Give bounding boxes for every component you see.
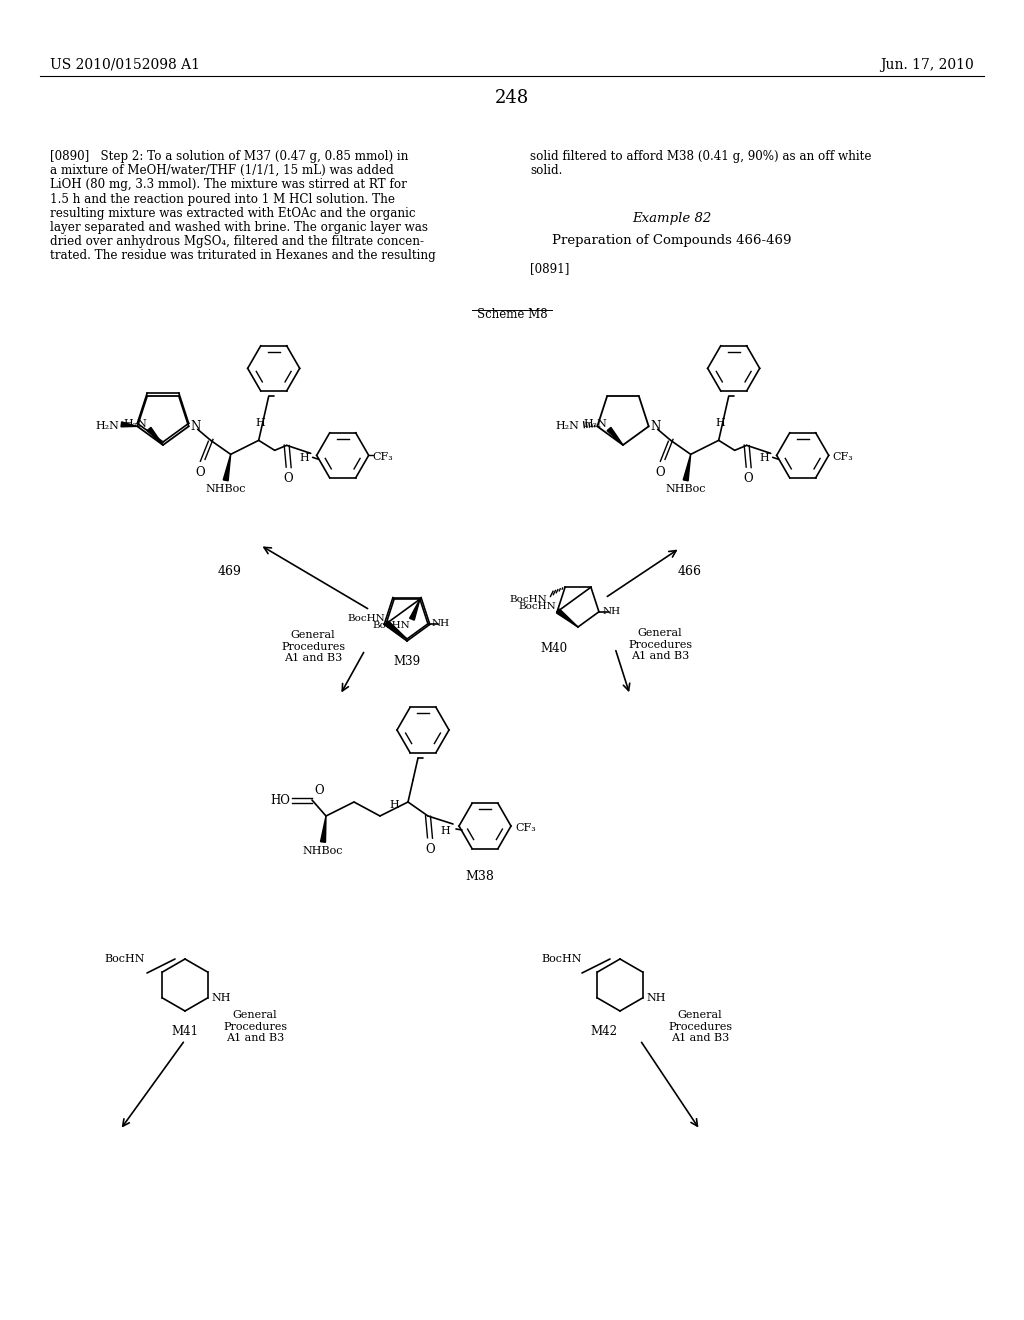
Text: NHBoc: NHBoc <box>206 484 246 495</box>
Text: H: H <box>389 800 399 810</box>
Text: General
Procedures
A1 and B3: General Procedures A1 and B3 <box>628 628 692 661</box>
Text: a mixture of MeOH/water/THF (1/1/1, 15 mL) was added: a mixture of MeOH/water/THF (1/1/1, 15 m… <box>50 164 394 177</box>
Text: NHBoc: NHBoc <box>666 484 706 495</box>
Text: BocHN: BocHN <box>509 595 547 605</box>
Polygon shape <box>556 609 578 627</box>
Text: General
Procedures
A1 and B3: General Procedures A1 and B3 <box>281 630 345 663</box>
Polygon shape <box>321 816 326 842</box>
Text: CF₃: CF₃ <box>515 822 536 833</box>
Text: layer separated and washed with brine. The organic layer was: layer separated and washed with brine. T… <box>50 220 428 234</box>
Text: BocHN: BocHN <box>542 954 582 964</box>
Text: Example 82: Example 82 <box>633 213 712 224</box>
Text: US 2010/0152098 A1: US 2010/0152098 A1 <box>50 58 200 73</box>
Text: BocHN: BocHN <box>104 954 145 964</box>
Text: trated. The residue was triturated in Hexanes and the resulting: trated. The residue was triturated in He… <box>50 249 436 263</box>
Text: H₂N: H₂N <box>555 421 580 432</box>
Text: H: H <box>300 453 309 463</box>
Text: H: H <box>760 453 770 463</box>
Text: 248: 248 <box>495 88 529 107</box>
Text: H₂N: H₂N <box>95 421 120 432</box>
Text: M40: M40 <box>540 642 567 655</box>
Text: O: O <box>314 784 324 797</box>
Text: NH: NH <box>646 993 666 1003</box>
Text: solid filtered to afford M38 (0.41 g, 90%) as an off white: solid filtered to afford M38 (0.41 g, 90… <box>530 150 871 162</box>
Polygon shape <box>223 454 230 480</box>
Text: CF₃: CF₃ <box>833 453 853 462</box>
Text: M38: M38 <box>466 870 495 883</box>
Polygon shape <box>683 454 690 480</box>
Text: Jun. 17, 2010: Jun. 17, 2010 <box>881 58 974 73</box>
Text: NH: NH <box>432 619 451 628</box>
Text: H₂N: H₂N <box>583 418 607 429</box>
Text: [0890]   Step 2: To a solution of M37 (0.47 g, 0.85 mmol) in: [0890] Step 2: To a solution of M37 (0.4… <box>50 150 409 162</box>
Polygon shape <box>147 428 163 445</box>
Text: Scheme M8: Scheme M8 <box>477 308 547 321</box>
Text: H: H <box>256 418 265 429</box>
Text: BocHN: BocHN <box>518 602 556 611</box>
Text: General
Procedures
A1 and B3: General Procedures A1 and B3 <box>668 1010 732 1043</box>
Text: M39: M39 <box>393 655 421 668</box>
Text: O: O <box>196 466 206 479</box>
Text: O: O <box>284 473 294 486</box>
Polygon shape <box>385 620 407 639</box>
Text: N: N <box>650 420 660 433</box>
Text: dried over anhydrous MgSO₄, filtered and the filtrate concen-: dried over anhydrous MgSO₄, filtered and… <box>50 235 424 248</box>
Text: O: O <box>655 466 666 479</box>
Text: 469: 469 <box>218 565 242 578</box>
Text: N: N <box>190 420 201 433</box>
Text: General
Procedures
A1 and B3: General Procedures A1 and B3 <box>223 1010 287 1043</box>
Text: NH: NH <box>603 607 621 616</box>
Text: BocHN: BocHN <box>347 614 385 623</box>
Text: H: H <box>716 418 726 429</box>
Text: Preparation of Compounds 466-469: Preparation of Compounds 466-469 <box>552 234 792 247</box>
Text: O: O <box>425 843 435 855</box>
Polygon shape <box>121 422 137 426</box>
Text: [0891]: [0891] <box>530 261 569 275</box>
Text: 466: 466 <box>678 565 702 578</box>
Text: CF₃: CF₃ <box>373 453 393 462</box>
Text: H₂N: H₂N <box>123 418 147 429</box>
Text: HO: HO <box>270 793 290 807</box>
Text: NH: NH <box>212 993 231 1003</box>
Text: H: H <box>440 826 450 836</box>
Text: O: O <box>743 473 754 486</box>
Polygon shape <box>410 599 420 620</box>
Text: NHBoc: NHBoc <box>303 846 343 855</box>
Text: M42: M42 <box>590 1026 617 1038</box>
Text: 1.5 h and the reaction poured into 1 M HCl solution. The: 1.5 h and the reaction poured into 1 M H… <box>50 193 395 206</box>
Polygon shape <box>607 428 623 445</box>
Text: LiOH (80 mg, 3.3 mmol). The mixture was stirred at RT for: LiOH (80 mg, 3.3 mmol). The mixture was … <box>50 178 407 191</box>
Text: M41: M41 <box>171 1026 199 1038</box>
Text: resulting mixture was extracted with EtOAc and the organic: resulting mixture was extracted with EtO… <box>50 207 416 220</box>
Text: BocHN: BocHN <box>372 622 410 630</box>
Text: solid.: solid. <box>530 164 562 177</box>
